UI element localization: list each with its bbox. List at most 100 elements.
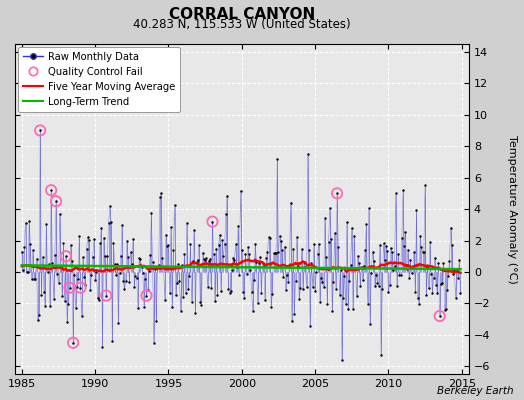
- Point: [307, 260, 315, 266]
- Point: [162, 232, 170, 238]
- Point: [56, 210, 64, 217]
- Point: [106, 203, 114, 209]
- Point: [60, 298, 69, 304]
- Point: [199, 249, 207, 256]
- Point: [405, 275, 413, 281]
- Point: [134, 305, 142, 311]
- Point: [346, 262, 355, 268]
- Point: [112, 272, 120, 278]
- Point: [143, 292, 151, 299]
- Point: [192, 259, 201, 265]
- Point: [358, 276, 367, 283]
- Point: [246, 266, 255, 273]
- Point: [41, 303, 49, 309]
- Point: [38, 254, 47, 260]
- Point: [266, 235, 274, 241]
- Point: [334, 243, 343, 250]
- Point: [239, 289, 247, 295]
- Point: [303, 151, 312, 157]
- Point: [146, 252, 155, 258]
- Point: [157, 190, 166, 196]
- Point: [411, 289, 420, 296]
- Point: [77, 284, 85, 291]
- Point: [269, 250, 278, 256]
- Point: [230, 256, 238, 263]
- Point: [59, 240, 68, 246]
- Point: [288, 318, 296, 324]
- Point: [322, 254, 330, 260]
- Point: [279, 274, 288, 280]
- Point: [453, 267, 461, 273]
- Point: [388, 248, 396, 255]
- Point: [95, 297, 103, 304]
- Point: [93, 294, 102, 301]
- Point: [69, 340, 78, 346]
- Point: [179, 294, 187, 300]
- Point: [40, 288, 48, 295]
- Point: [416, 233, 424, 240]
- Point: [318, 279, 326, 285]
- Point: [67, 242, 75, 248]
- Point: [175, 278, 183, 284]
- Point: [336, 267, 345, 274]
- Point: [232, 241, 240, 247]
- Point: [53, 271, 61, 278]
- Point: [376, 242, 384, 248]
- Point: [58, 293, 67, 299]
- Point: [314, 241, 323, 247]
- Point: [113, 261, 122, 267]
- Point: [100, 235, 108, 241]
- Point: [121, 286, 129, 293]
- Point: [252, 258, 260, 265]
- Point: [347, 225, 356, 231]
- Point: [345, 278, 354, 284]
- Point: [34, 317, 42, 323]
- Point: [261, 297, 269, 304]
- Point: [140, 304, 148, 310]
- Legend: Raw Monthly Data, Quality Control Fail, Five Year Moving Average, Long-Term Tren: Raw Monthly Data, Quality Control Fail, …: [17, 47, 180, 112]
- Point: [49, 295, 58, 302]
- Point: [132, 273, 140, 279]
- Point: [20, 244, 28, 250]
- Point: [364, 301, 372, 307]
- Point: [31, 276, 39, 282]
- Point: [274, 249, 282, 255]
- Point: [251, 240, 259, 247]
- Point: [263, 249, 271, 255]
- Point: [331, 230, 339, 236]
- Point: [237, 247, 246, 253]
- Point: [454, 274, 462, 281]
- Point: [171, 292, 180, 298]
- Point: [102, 292, 111, 299]
- Point: [181, 290, 190, 296]
- Point: [335, 292, 344, 298]
- Point: [57, 263, 65, 270]
- Point: [117, 253, 125, 260]
- Point: [404, 247, 412, 253]
- Point: [421, 182, 429, 189]
- Point: [158, 255, 167, 262]
- Point: [366, 321, 374, 327]
- Point: [355, 260, 363, 266]
- Point: [451, 295, 460, 301]
- Point: [299, 286, 307, 292]
- Point: [226, 288, 235, 294]
- Point: [378, 285, 387, 292]
- Point: [393, 282, 401, 289]
- Point: [280, 243, 289, 250]
- Point: [74, 276, 82, 282]
- Point: [186, 241, 194, 247]
- Point: [442, 306, 450, 312]
- Point: [418, 248, 427, 255]
- Point: [424, 285, 433, 292]
- Point: [305, 247, 313, 254]
- Point: [382, 243, 390, 249]
- Point: [236, 188, 245, 194]
- Point: [362, 221, 370, 227]
- Point: [298, 246, 306, 252]
- Point: [161, 297, 169, 303]
- Point: [300, 259, 308, 265]
- Point: [354, 252, 362, 259]
- Point: [233, 264, 241, 270]
- Point: [218, 237, 226, 244]
